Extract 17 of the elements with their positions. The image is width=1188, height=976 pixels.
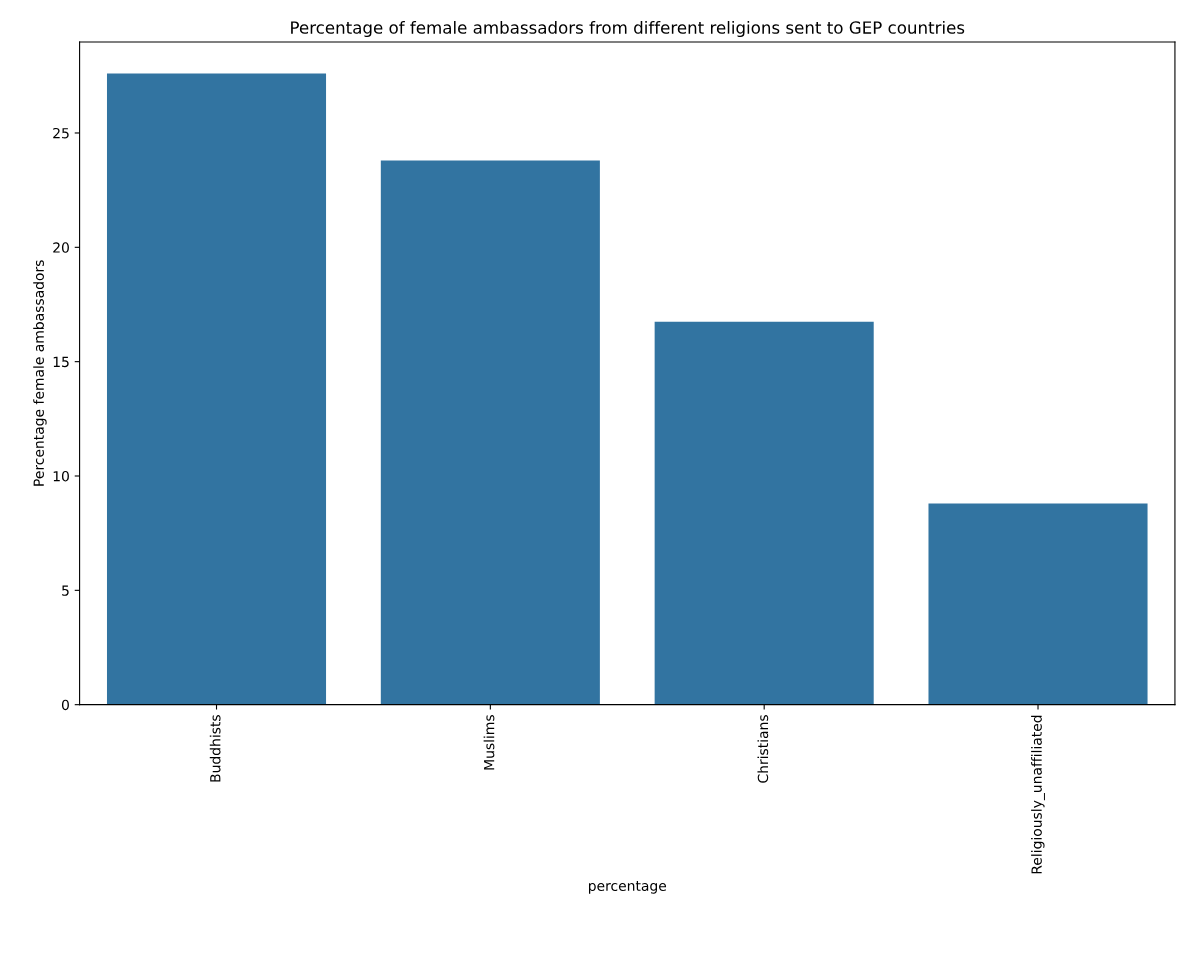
bar — [654, 321, 874, 705]
chart-title: Percentage of female ambassadors from different religions sent to GEP countries — [291, 20, 965, 38]
x-tick-label: Muslims — [483, 715, 495, 770]
bar — [928, 503, 1148, 705]
x-tick-label: Christians — [757, 715, 769, 783]
y-tick-label: 5 — [62, 585, 69, 596]
x-tick-label: Religiously_unaffiliated — [1031, 715, 1045, 874]
y-tick-label: 0 — [61, 699, 69, 711]
bar — [380, 160, 600, 705]
x-tick-label: Buddhists — [209, 715, 221, 782]
y-tick-label: 25 — [53, 127, 69, 139]
bar — [106, 73, 327, 705]
y-tick-label: 15 — [53, 356, 69, 368]
y-tick-label: 20 — [53, 242, 69, 253]
x-axis-title: percentage — [588, 881, 667, 894]
y-tick-label: 10 — [53, 470, 69, 482]
y-axis-title: Percentage female ambassadors — [33, 260, 47, 486]
